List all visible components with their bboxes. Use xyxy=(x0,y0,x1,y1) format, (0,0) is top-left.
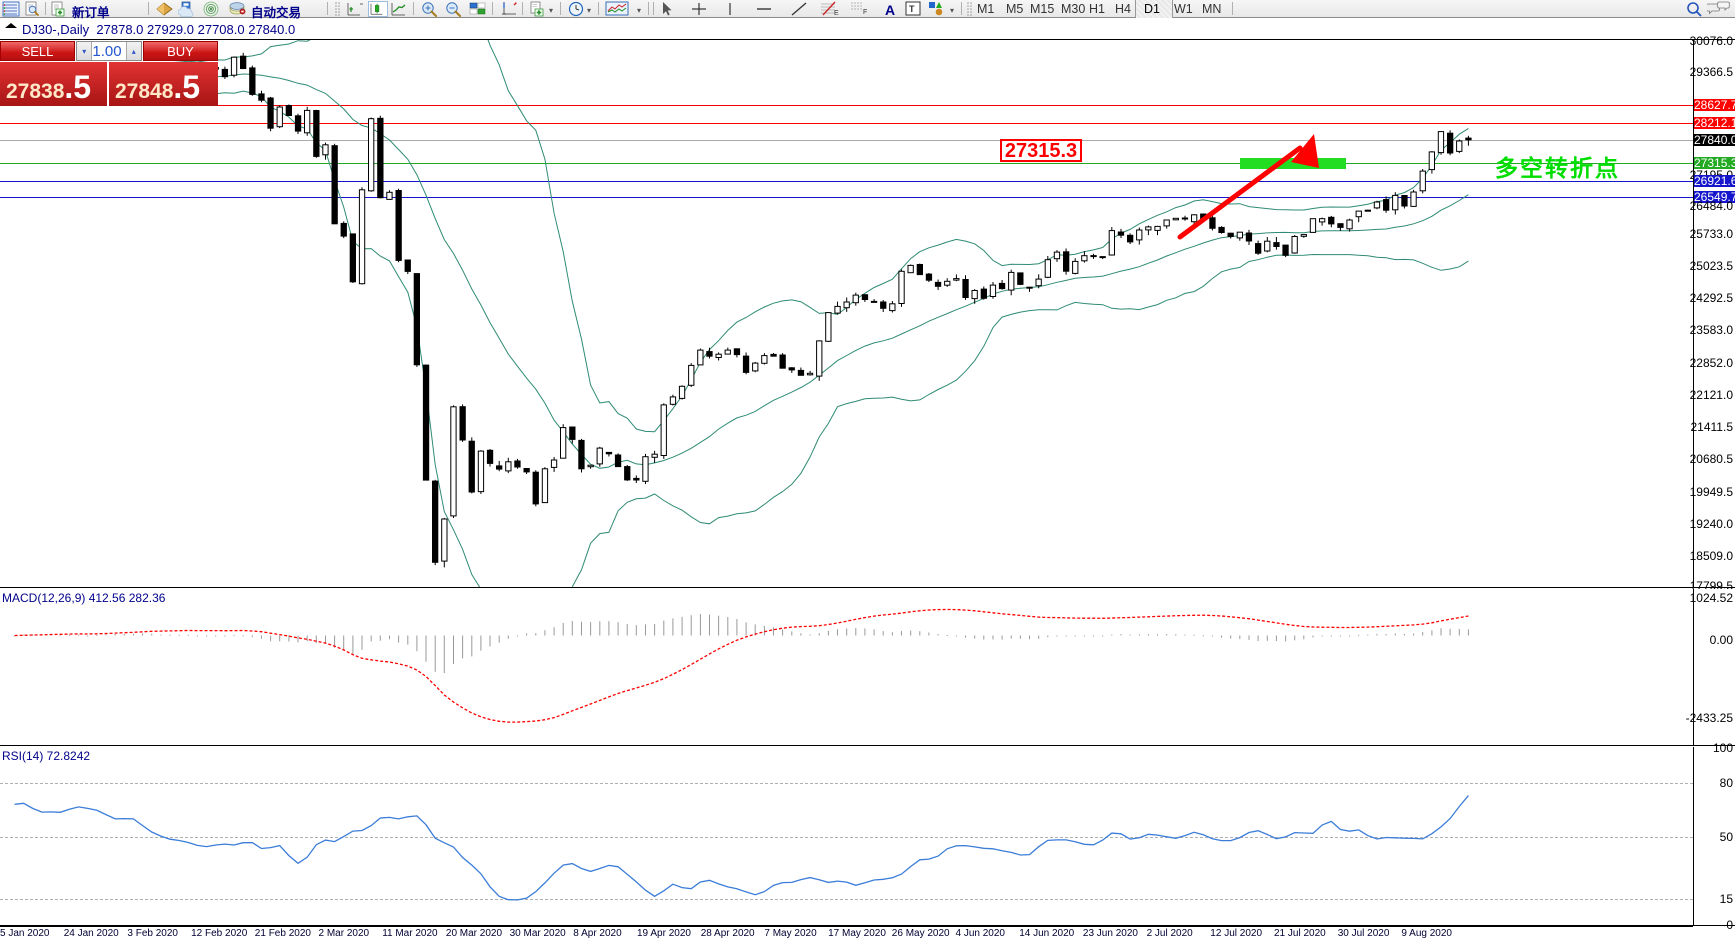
svg-text:T: T xyxy=(909,4,915,14)
svg-text:F: F xyxy=(863,9,867,16)
svg-text:E: E xyxy=(834,10,839,17)
